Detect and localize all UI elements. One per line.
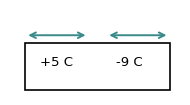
FancyBboxPatch shape (25, 43, 169, 90)
Text: -9 C: -9 C (116, 56, 143, 69)
Text: +5 C: +5 C (40, 56, 73, 69)
